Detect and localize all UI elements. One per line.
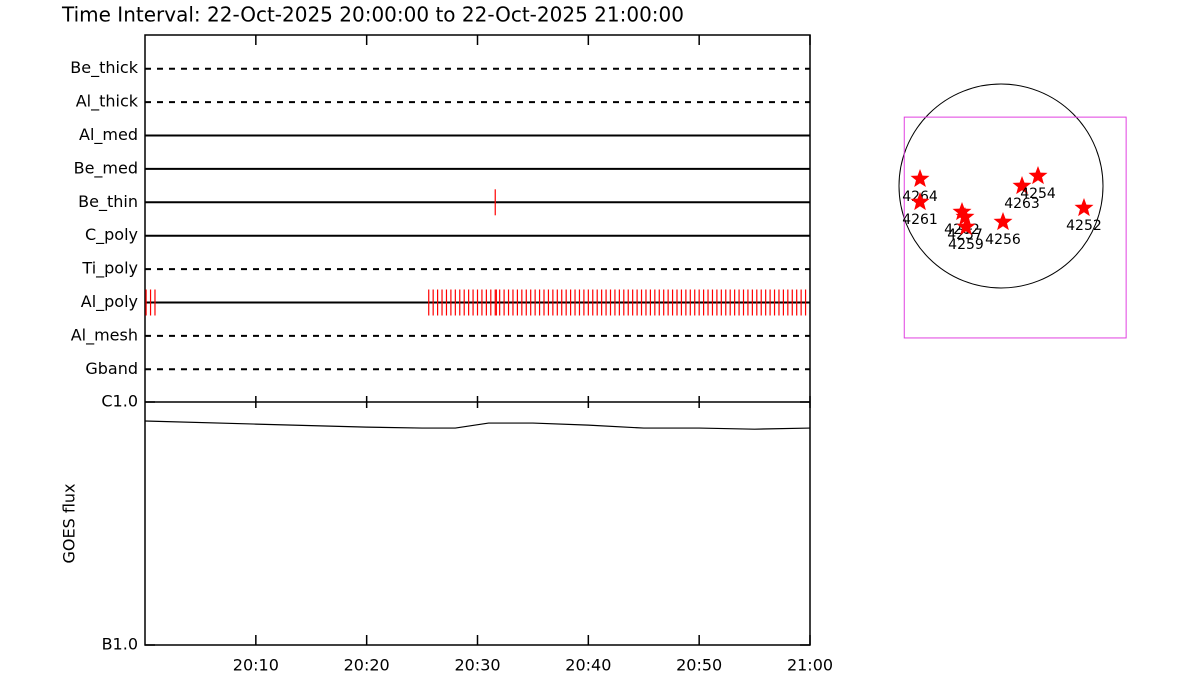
y-axis-label: GOES flux: [60, 483, 79, 563]
active-region: [910, 192, 930, 211]
title: Time Interval: 22-Oct-2025 20:00:00 to 2…: [61, 3, 684, 27]
filter-label: Al_poly: [81, 292, 138, 312]
filter-label: Gband: [85, 359, 138, 378]
active-region: [910, 169, 930, 187]
region-label: 4256: [985, 232, 1021, 248]
field-of-view: [903, 116, 1127, 339]
region-label: 4254: [1020, 186, 1056, 202]
goes-curve: [144, 420, 811, 430]
region-label: 4257: [947, 227, 983, 243]
filter-label: Ti_poly: [81, 259, 138, 279]
region-label: 4252: [1066, 218, 1102, 234]
filter-label: C_poly: [85, 225, 138, 245]
filter-label: Be_thick: [70, 58, 138, 78]
x-tick-label: 20:40: [565, 656, 611, 675]
filter-label: Al_thick: [76, 92, 139, 112]
region-label: 4259: [948, 237, 984, 253]
x-tick-label: 20:10: [233, 656, 279, 675]
plot-frame: [144, 34, 811, 646]
y-tick-label: C1.0: [101, 392, 138, 411]
active-region: [1028, 166, 1048, 185]
active-region: [952, 202, 972, 221]
filter-label: Al_mesh: [71, 325, 138, 345]
x-tick-label: 20:50: [676, 656, 722, 675]
x-tick-label: 21:00: [787, 656, 833, 675]
filter-label: Be_thin: [78, 192, 138, 212]
active-region: [956, 217, 976, 236]
active-region: [1074, 198, 1094, 217]
y-tick-label: B1.0: [102, 635, 138, 654]
x-tick-label: 20:20: [344, 656, 390, 675]
region-label: 4263: [1004, 196, 1040, 212]
solar-limb: [898, 83, 1104, 289]
active-region: [993, 212, 1013, 231]
x-tick-label: 20:30: [454, 656, 500, 675]
active-region: [1012, 176, 1032, 195]
filter-label: Al_med: [79, 125, 138, 145]
active-region: [955, 207, 975, 226]
filter-label: Be_med: [74, 158, 138, 178]
region-label: 4261: [902, 212, 938, 228]
